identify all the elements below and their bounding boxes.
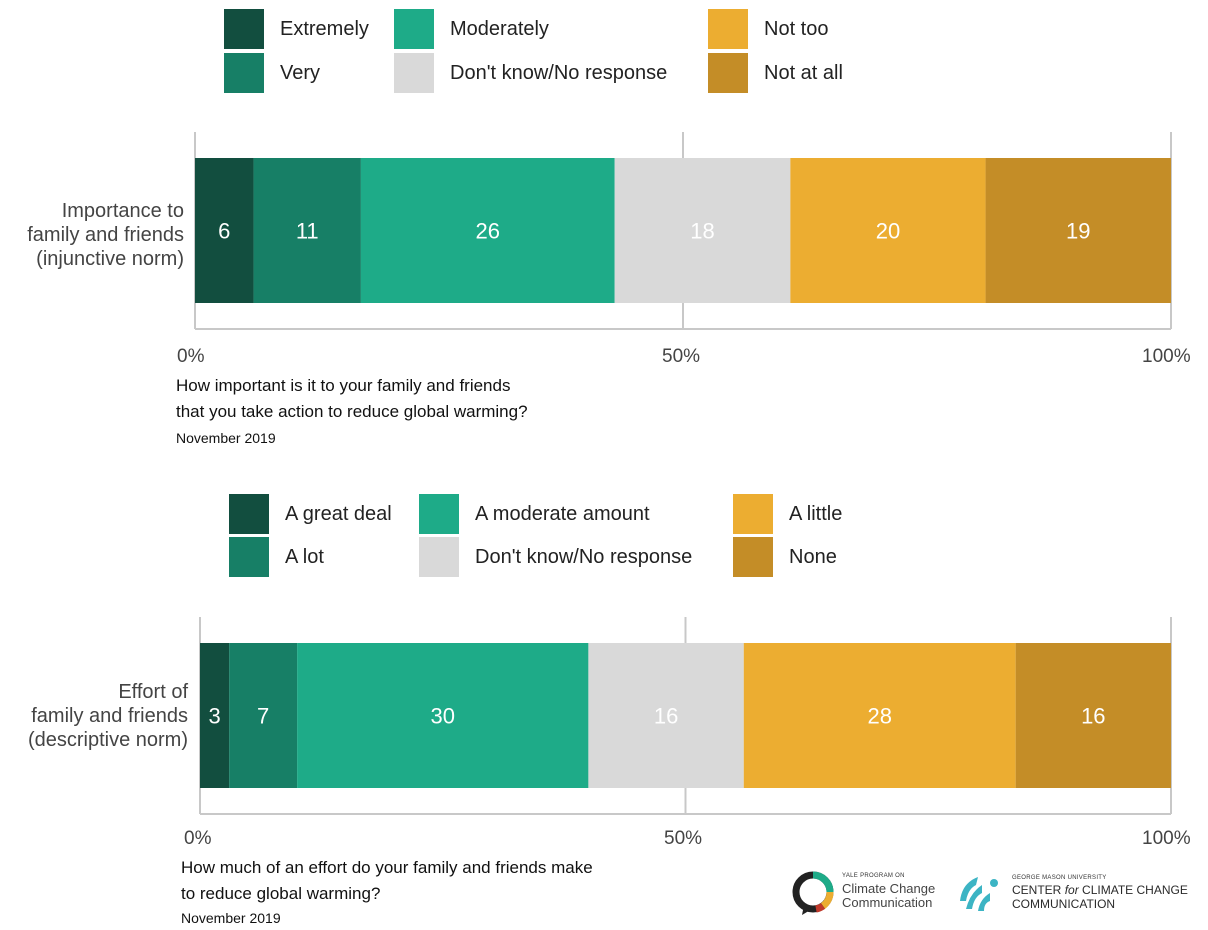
category-label-line: family and friends <box>31 705 188 727</box>
data-label: 26 <box>476 219 500 244</box>
legend-label: None <box>789 546 837 568</box>
yale-logo: YALE PROGRAM ON Climate Change Communica… <box>790 869 950 919</box>
legend-swatch <box>224 53 264 93</box>
question-line: to reduce global warming? <box>181 884 381 903</box>
yale-logo-text: YALE PROGRAM ON Climate Change Communica… <box>842 873 935 909</box>
legend-swatch <box>229 494 269 534</box>
legend-swatch <box>419 537 459 577</box>
legend-swatch <box>394 53 434 93</box>
legend-label: Very <box>280 62 321 84</box>
question-line: How important is it to your family and f… <box>176 376 511 395</box>
question-line: How much of an effort do your family and… <box>181 858 593 877</box>
question-text: How important is it to your family and f… <box>176 373 528 425</box>
legend-label: Not too <box>764 18 829 40</box>
data-label: 16 <box>654 704 678 729</box>
x-tick-label: 0% <box>177 346 205 367</box>
yale-logo-line: Communication <box>842 895 933 910</box>
category-label: Importance to family and friends (injunc… <box>0 199 184 271</box>
category-label-line: (injunctive norm) <box>36 248 184 270</box>
bar-segment <box>253 158 361 303</box>
gmu-logo-line: CENTER for CLIMATE CHANGE <box>1012 884 1188 896</box>
legend-label: Extremely <box>280 18 369 40</box>
data-label: 28 <box>867 704 891 729</box>
legend-swatch <box>224 9 264 49</box>
bar-plot-2: 3 7 30 16 28 16 <box>199 617 1172 815</box>
category-label-line: Effort of <box>118 681 188 703</box>
legend-swatch <box>708 9 748 49</box>
category-label-line: family and friends <box>27 224 184 246</box>
data-label: 20 <box>876 219 900 244</box>
legend-label: A little <box>789 503 843 525</box>
bar-segment <box>195 158 254 303</box>
data-label: 16 <box>1081 704 1105 729</box>
gmu-logo-line: GEORGE MASON UNIVERSITY <box>1012 875 1107 881</box>
legend-label: A lot <box>285 546 324 568</box>
yale-logo-line: Climate Change <box>842 881 936 896</box>
survey-date: November 2019 <box>181 910 281 926</box>
gmu-logo-word: for <box>1064 883 1079 897</box>
data-label: 19 <box>1066 219 1090 244</box>
legend-swatch <box>229 537 269 577</box>
bar-segment <box>1015 643 1171 788</box>
legend-label: A moderate amount <box>475 503 650 525</box>
bar-segment <box>614 158 791 303</box>
bar-segment <box>200 643 230 788</box>
bar-segment <box>360 158 615 303</box>
data-label: 7 <box>257 704 269 729</box>
x-tick-label: 50% <box>664 828 703 849</box>
survey-date: November 2019 <box>176 430 276 446</box>
data-label: 30 <box>431 704 455 729</box>
bar-segment <box>743 643 1016 788</box>
category-label-line: Importance to <box>61 200 184 222</box>
gmu-logo-word: CENTER <box>1012 883 1062 897</box>
bar-segment <box>297 643 589 788</box>
legend-label: Not at all <box>764 62 843 84</box>
data-label: 3 <box>208 704 220 729</box>
x-tick-label: 0% <box>184 828 212 849</box>
yale-speech-bubble-icon <box>792 871 834 915</box>
data-label: 6 <box>218 219 230 244</box>
gmu-logo-line: COMMUNICATION <box>1012 897 1116 911</box>
category-label: Effort of family and friends (descriptiv… <box>0 680 188 752</box>
bar-segment <box>229 643 298 788</box>
question-line: that you take action to reduce global wa… <box>176 402 528 421</box>
data-label: 11 <box>296 219 319 244</box>
legend-label: A great deal <box>285 503 392 525</box>
legend-swatch <box>419 494 459 534</box>
legend-label: Don't know/No response <box>450 62 668 84</box>
legend-swatch <box>733 494 773 534</box>
bar-segment <box>985 158 1171 303</box>
legend-swatch <box>394 9 434 49</box>
legend-label: Moderately <box>450 18 549 40</box>
x-tick-label: 50% <box>662 346 701 367</box>
bar-segment <box>588 643 744 788</box>
gmu-logo-text: GEORGE MASON UNIVERSITY CENTER for CLIMA… <box>1012 875 1188 910</box>
bar-segment <box>790 158 986 303</box>
x-tick-label: 100% <box>1142 828 1191 849</box>
legend-swatch <box>708 53 748 93</box>
question-text: How much of an effort do your family and… <box>181 855 593 907</box>
legend-swatch <box>733 537 773 577</box>
category-label-line: (descriptive norm) <box>27 729 188 751</box>
yale-logo-line: YALE PROGRAM ON <box>842 873 905 879</box>
gmu-logo: GEORGE MASON UNIVERSITY CENTER for CLIMA… <box>956 869 1196 919</box>
gmu-logo-word: CLIMATE CHANGE <box>1082 883 1188 897</box>
data-label: 18 <box>690 219 714 244</box>
gmu-fan-icon <box>960 877 998 911</box>
x-tick-label: 100% <box>1142 346 1191 367</box>
legend-label: Don't know/No response <box>475 546 693 568</box>
bar-plot-1: 6 11 26 18 20 19 <box>194 132 1172 330</box>
